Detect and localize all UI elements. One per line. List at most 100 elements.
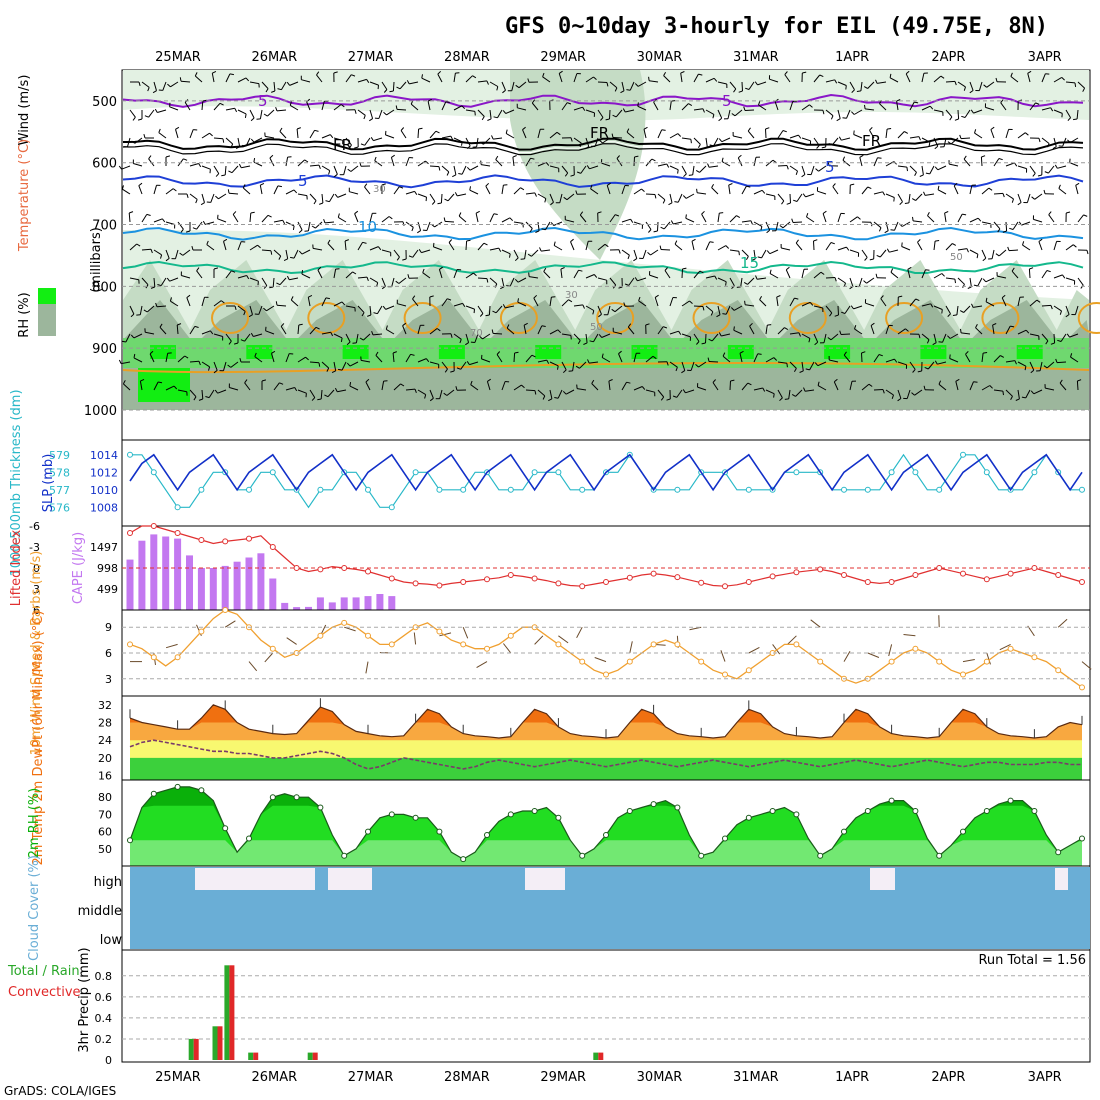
wind-barb-flag (275, 107, 278, 112)
wind-barb-flag (242, 144, 247, 147)
wind-barb-flag (924, 366, 929, 370)
wind-barb (364, 137, 371, 146)
wind-barb (589, 361, 599, 364)
wind-barb (717, 109, 723, 119)
wind-barb-flag (736, 286, 741, 288)
wind-barb-flag (324, 394, 329, 398)
wind-barb (993, 389, 1003, 392)
wind-barb (579, 214, 587, 223)
lifted-index-line-marker (888, 579, 895, 585)
wind-barb-flag (1075, 182, 1080, 186)
wind-barb-flag (202, 220, 206, 225)
wind-barb (861, 249, 868, 258)
wind-barb (189, 360, 200, 363)
wind-barb-flag (589, 340, 594, 343)
wind-barb (741, 81, 743, 92)
warm-contour (211, 302, 249, 334)
wind-barb (597, 305, 602, 315)
wind-barb-flag (219, 102, 224, 106)
wind-barb (518, 81, 527, 89)
wind-barb-flag (534, 192, 537, 197)
wind-barb (593, 333, 599, 343)
wind-barb (160, 277, 167, 286)
wind-barb (879, 103, 887, 111)
wind-barb-flag (564, 172, 569, 177)
wind-barb (453, 302, 463, 307)
wind-barb-flag (429, 295, 434, 298)
wind-barb (225, 137, 234, 145)
wind-barb-flag (452, 174, 457, 178)
wind-barb-flag (606, 182, 611, 186)
wind-barb (792, 221, 803, 223)
wind-barb-flag (447, 298, 452, 301)
wind-barb (537, 193, 547, 199)
wind-barb-flag (220, 300, 225, 304)
cape-bar (388, 596, 396, 610)
wind-barb (866, 277, 875, 284)
wind-barb (957, 81, 966, 88)
wind-barb (809, 361, 815, 371)
wind-barb-flag (830, 242, 835, 245)
wind-barb-flag (465, 342, 469, 346)
wind-barb (825, 109, 834, 117)
wind-barb-flag (374, 156, 377, 161)
wind-barb (237, 109, 247, 115)
wind-barb-flag (970, 109, 974, 114)
lifted-index-line-marker (579, 583, 586, 590)
wind-barb-flag (240, 339, 245, 342)
wind-barb-flag (983, 84, 988, 88)
wind-barb (873, 354, 880, 363)
wind-barb-flag (175, 126, 180, 130)
y-tick-label: 0 (105, 1054, 112, 1067)
wind-speed-line-marker (388, 641, 395, 648)
wind-barb (597, 109, 604, 118)
wind-barb-flag (773, 357, 778, 361)
wind-barb (705, 137, 708, 147)
wind-barb (165, 188, 174, 195)
wind-barb (897, 193, 903, 203)
wind-barb (280, 326, 287, 335)
wind-barb (627, 326, 635, 335)
wind-barb (1038, 241, 1043, 251)
wind-barb-flag (470, 380, 473, 385)
thickness-line-marker (1079, 486, 1085, 493)
wind-barb-flag (244, 113, 247, 118)
cloud-gap (870, 868, 895, 890)
wind-barb (524, 249, 527, 259)
wind-barb (861, 383, 870, 391)
wind-barb (327, 389, 335, 398)
wind-barb-flag (541, 325, 546, 327)
wind-barb (969, 81, 974, 91)
wind-barb (613, 331, 623, 335)
wind-barb (1033, 218, 1043, 223)
wind-barb-flag (498, 247, 502, 252)
wind-barb (861, 352, 863, 363)
wind-barb (945, 109, 953, 118)
wind-barb (597, 243, 606, 251)
wind-barb (545, 221, 551, 231)
wind-barb (601, 357, 611, 363)
wind-barb (446, 389, 455, 396)
wind-barb (543, 271, 551, 279)
thickness-line-marker (912, 469, 919, 476)
wind-speed-line-marker (650, 641, 657, 648)
wind-barb-flag (263, 307, 267, 312)
wind-barb-flag (707, 163, 710, 168)
wind-barb-flag (708, 338, 713, 342)
wind-barb (729, 277, 735, 287)
wind-barb (621, 218, 631, 223)
wind-barb (609, 109, 611, 120)
wind-barb (525, 221, 533, 229)
wind-barb-flag (689, 300, 693, 304)
wind-barb-flag (198, 398, 203, 401)
wind-barb-flag (915, 298, 920, 302)
wind-barb-flag (791, 218, 794, 223)
wind-barb (825, 242, 832, 251)
wind-barb-flag (834, 79, 838, 84)
wind-barb-flag (314, 129, 319, 132)
wind-barb-flag (864, 104, 866, 109)
wind-barb-flag (1044, 171, 1049, 174)
wind-barb (945, 277, 955, 280)
wind-barb (541, 249, 551, 252)
wind-barb (201, 193, 205, 203)
